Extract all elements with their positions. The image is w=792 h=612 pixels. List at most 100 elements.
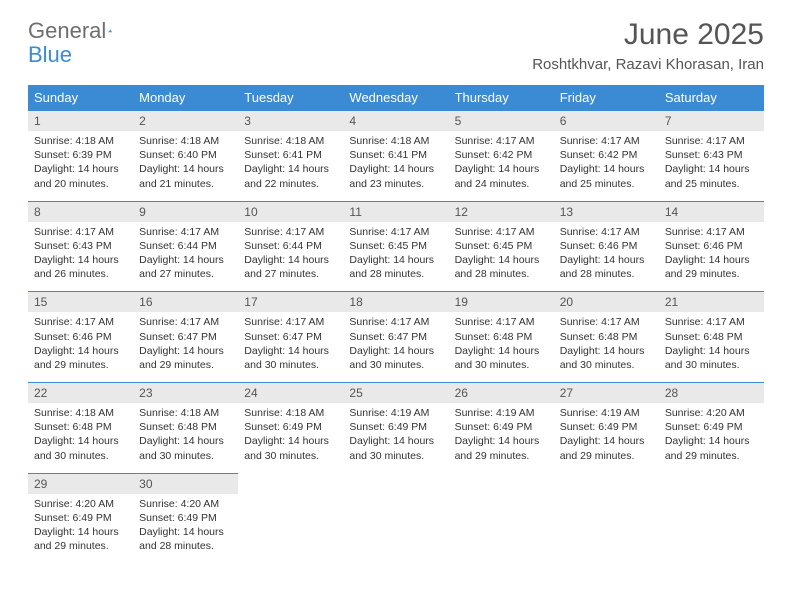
- sunrise-line: Sunrise: 4:20 AM: [34, 497, 127, 511]
- day-number-cell: 29: [28, 473, 133, 494]
- sunrise-line: Sunrise: 4:17 AM: [34, 315, 127, 329]
- day-content-cell: Sunrise: 4:17 AMSunset: 6:47 PMDaylight:…: [238, 312, 343, 382]
- sunset-line: Sunset: 6:49 PM: [34, 511, 127, 525]
- logo: General: [28, 18, 130, 44]
- day-content-cell: Sunrise: 4:17 AMSunset: 6:42 PMDaylight:…: [449, 131, 554, 201]
- daylight-line: Daylight: 14 hours and 30 minutes.: [244, 434, 337, 462]
- day-header: Saturday: [659, 85, 764, 111]
- sunset-line: Sunset: 6:49 PM: [349, 420, 442, 434]
- sunset-line: Sunset: 6:48 PM: [560, 330, 653, 344]
- day-content-cell: Sunrise: 4:20 AMSunset: 6:49 PMDaylight:…: [133, 494, 238, 564]
- day-content-cell: [343, 494, 448, 564]
- day-header: Friday: [554, 85, 659, 111]
- day-number-cell: 27: [554, 383, 659, 404]
- day-content-cell: [659, 494, 764, 564]
- day-number-cell: 17: [238, 292, 343, 313]
- content-row: Sunrise: 4:18 AMSunset: 6:48 PMDaylight:…: [28, 403, 764, 473]
- sunset-line: Sunset: 6:44 PM: [244, 239, 337, 253]
- daylight-line: Daylight: 14 hours and 29 minutes.: [455, 434, 548, 462]
- sunset-line: Sunset: 6:48 PM: [139, 420, 232, 434]
- day-content-cell: Sunrise: 4:20 AMSunset: 6:49 PMDaylight:…: [659, 403, 764, 473]
- logo-sail-icon: [108, 22, 112, 40]
- daylight-line: Daylight: 14 hours and 29 minutes.: [665, 434, 758, 462]
- day-number-cell: 18: [343, 292, 448, 313]
- sunset-line: Sunset: 6:45 PM: [349, 239, 442, 253]
- day-content-cell: Sunrise: 4:17 AMSunset: 6:48 PMDaylight:…: [449, 312, 554, 382]
- sunrise-line: Sunrise: 4:17 AM: [665, 134, 758, 148]
- sunrise-line: Sunrise: 4:17 AM: [139, 315, 232, 329]
- day-header: Thursday: [449, 85, 554, 111]
- sunset-line: Sunset: 6:41 PM: [244, 148, 337, 162]
- sunrise-line: Sunrise: 4:17 AM: [455, 134, 548, 148]
- daylight-line: Daylight: 14 hours and 29 minutes.: [139, 344, 232, 372]
- day-number-cell: [343, 473, 448, 494]
- daylight-line: Daylight: 14 hours and 24 minutes.: [455, 162, 548, 190]
- daylight-line: Daylight: 14 hours and 30 minutes.: [455, 344, 548, 372]
- sunset-line: Sunset: 6:46 PM: [665, 239, 758, 253]
- daynum-row: 1234567: [28, 111, 764, 132]
- sunset-line: Sunset: 6:46 PM: [34, 330, 127, 344]
- day-number-cell: 23: [133, 383, 238, 404]
- day-content-cell: Sunrise: 4:18 AMSunset: 6:48 PMDaylight:…: [28, 403, 133, 473]
- day-number-cell: 15: [28, 292, 133, 313]
- sunset-line: Sunset: 6:47 PM: [349, 330, 442, 344]
- month-title: June 2025: [532, 18, 764, 52]
- sunset-line: Sunset: 6:41 PM: [349, 148, 442, 162]
- daylight-line: Daylight: 14 hours and 20 minutes.: [34, 162, 127, 190]
- day-number-cell: 22: [28, 383, 133, 404]
- sunrise-line: Sunrise: 4:20 AM: [665, 406, 758, 420]
- sunrise-line: Sunrise: 4:17 AM: [349, 315, 442, 329]
- daylight-line: Daylight: 14 hours and 30 minutes.: [665, 344, 758, 372]
- day-number-cell: [659, 473, 764, 494]
- day-content-cell: Sunrise: 4:17 AMSunset: 6:46 PMDaylight:…: [659, 222, 764, 292]
- daylight-line: Daylight: 14 hours and 30 minutes.: [349, 344, 442, 372]
- sunrise-line: Sunrise: 4:17 AM: [560, 134, 653, 148]
- sunrise-line: Sunrise: 4:18 AM: [34, 406, 127, 420]
- sunset-line: Sunset: 6:48 PM: [34, 420, 127, 434]
- day-content-cell: Sunrise: 4:17 AMSunset: 6:42 PMDaylight:…: [554, 131, 659, 201]
- sunrise-line: Sunrise: 4:17 AM: [455, 225, 548, 239]
- day-content-cell: Sunrise: 4:17 AMSunset: 6:44 PMDaylight:…: [133, 222, 238, 292]
- daynum-row: 22232425262728: [28, 383, 764, 404]
- daylight-line: Daylight: 14 hours and 30 minutes.: [560, 344, 653, 372]
- day-content-cell: Sunrise: 4:20 AMSunset: 6:49 PMDaylight:…: [28, 494, 133, 564]
- sunrise-line: Sunrise: 4:18 AM: [244, 406, 337, 420]
- sunrise-line: Sunrise: 4:20 AM: [139, 497, 232, 511]
- location: Roshtkhvar, Razavi Khorasan, Iran: [532, 56, 764, 73]
- daylight-line: Daylight: 14 hours and 29 minutes.: [34, 525, 127, 553]
- sunrise-line: Sunrise: 4:17 AM: [560, 315, 653, 329]
- day-content-cell: Sunrise: 4:19 AMSunset: 6:49 PMDaylight:…: [449, 403, 554, 473]
- day-number-cell: [449, 473, 554, 494]
- day-content-cell: Sunrise: 4:17 AMSunset: 6:46 PMDaylight:…: [28, 312, 133, 382]
- daylight-line: Daylight: 14 hours and 25 minutes.: [665, 162, 758, 190]
- day-number-cell: 28: [659, 383, 764, 404]
- sunrise-line: Sunrise: 4:19 AM: [455, 406, 548, 420]
- day-number-cell: 3: [238, 111, 343, 132]
- sunset-line: Sunset: 6:42 PM: [455, 148, 548, 162]
- day-content-cell: Sunrise: 4:17 AMSunset: 6:46 PMDaylight:…: [554, 222, 659, 292]
- sunset-line: Sunset: 6:43 PM: [665, 148, 758, 162]
- daylight-line: Daylight: 14 hours and 26 minutes.: [34, 253, 127, 281]
- day-header: Monday: [133, 85, 238, 111]
- content-row: Sunrise: 4:20 AMSunset: 6:49 PMDaylight:…: [28, 494, 764, 564]
- day-content-cell: Sunrise: 4:18 AMSunset: 6:48 PMDaylight:…: [133, 403, 238, 473]
- day-number-cell: 14: [659, 201, 764, 222]
- sunrise-line: Sunrise: 4:17 AM: [34, 225, 127, 239]
- day-number-cell: 19: [449, 292, 554, 313]
- sunrise-line: Sunrise: 4:17 AM: [560, 225, 653, 239]
- sunrise-line: Sunrise: 4:18 AM: [34, 134, 127, 148]
- day-number-cell: 5: [449, 111, 554, 132]
- title-block: June 2025 Roshtkhvar, Razavi Khorasan, I…: [532, 18, 764, 73]
- daylight-line: Daylight: 14 hours and 28 minutes.: [139, 525, 232, 553]
- day-content-cell: Sunrise: 4:17 AMSunset: 6:43 PMDaylight:…: [28, 222, 133, 292]
- sunset-line: Sunset: 6:43 PM: [34, 239, 127, 253]
- day-number-cell: 6: [554, 111, 659, 132]
- daynum-row: 891011121314: [28, 201, 764, 222]
- day-content-cell: Sunrise: 4:17 AMSunset: 6:48 PMDaylight:…: [554, 312, 659, 382]
- sunset-line: Sunset: 6:49 PM: [455, 420, 548, 434]
- day-number-cell: 21: [659, 292, 764, 313]
- calendar-table: Sunday Monday Tuesday Wednesday Thursday…: [28, 85, 764, 563]
- day-number-cell: [554, 473, 659, 494]
- sunrise-line: Sunrise: 4:17 AM: [455, 315, 548, 329]
- daylight-line: Daylight: 14 hours and 23 minutes.: [349, 162, 442, 190]
